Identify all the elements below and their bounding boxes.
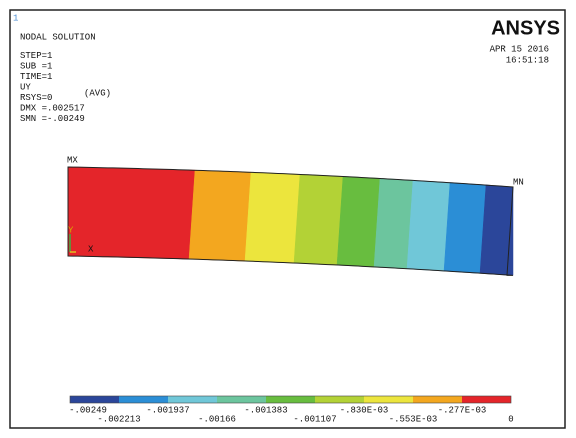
time: 16:51:18 xyxy=(506,55,549,65)
header-line: TIME=1 xyxy=(20,72,52,82)
legend-label: -.830E-03 xyxy=(340,405,389,415)
header-line: UY xyxy=(20,82,31,92)
legend-swatch xyxy=(462,396,511,403)
header-line: SUB =1 xyxy=(20,61,52,71)
logo: ANSYS xyxy=(491,17,560,39)
contour-band xyxy=(406,179,451,272)
contour-band xyxy=(373,178,414,270)
contour-band xyxy=(443,182,487,274)
header-line: NODAL SOLUTION xyxy=(20,32,96,42)
legend-swatch xyxy=(70,396,119,403)
header-line: STEP=1 xyxy=(20,51,52,61)
beam xyxy=(67,166,514,276)
date: APR 15 2016 xyxy=(490,44,549,54)
legend: -.00249-.002213 -.001937 -.00166 -.001383 -.… xyxy=(69,395,514,424)
legend-frame xyxy=(69,395,512,404)
window-number: 1 xyxy=(13,13,18,23)
contour-band xyxy=(293,174,344,266)
contour-band xyxy=(188,169,252,262)
legend-label: -.553E-03 xyxy=(389,414,438,424)
legend-label: -.001937 xyxy=(146,405,189,415)
legend-label: -.002213 xyxy=(97,414,140,424)
header-line: RSYS=0 xyxy=(20,93,52,103)
legend-label: -.00166 xyxy=(198,414,236,424)
legend-swatch xyxy=(217,396,266,403)
legend-label: -.001383 xyxy=(244,405,287,415)
min-label: MN xyxy=(513,177,524,187)
header-line: DMX =.002517 xyxy=(20,103,85,113)
legend-label: -.00249 xyxy=(69,405,107,415)
y-axis-label: Y xyxy=(68,225,74,235)
x-axis-label: X xyxy=(88,244,94,254)
legend-swatch xyxy=(413,396,462,403)
legend-swatch xyxy=(119,396,168,403)
legend-swatch xyxy=(168,396,217,403)
contour-band xyxy=(336,176,381,268)
legend-swatch xyxy=(315,396,364,403)
legend-swatch xyxy=(364,396,413,403)
header-line: SMN =-.00249 xyxy=(20,114,85,124)
beam-outline xyxy=(67,166,514,276)
avg-label: (AVG) xyxy=(84,88,111,98)
legend-swatch xyxy=(266,396,315,403)
contour-band xyxy=(244,171,301,264)
legend-label: -.001107 xyxy=(293,414,336,424)
legend-label: 0 xyxy=(508,414,513,424)
legend-label: -.277E-03 xyxy=(438,405,487,415)
max-label: MX xyxy=(67,155,78,165)
